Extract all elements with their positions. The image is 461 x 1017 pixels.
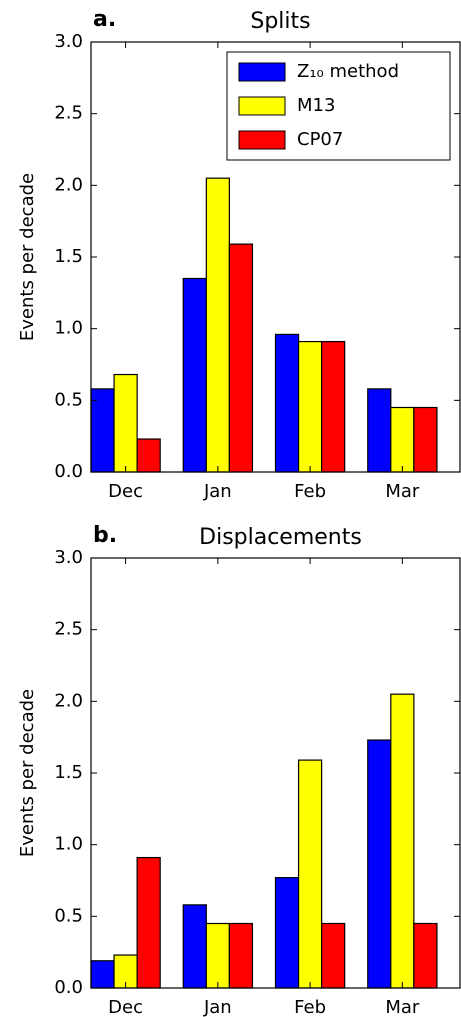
bar bbox=[321, 340, 346, 473]
bar bbox=[90, 388, 115, 473]
y-tick-label: 2.5 bbox=[54, 619, 83, 640]
bar bbox=[413, 406, 438, 473]
y-tick-label: 2.5 bbox=[54, 103, 83, 124]
y-tick-label: 3.0 bbox=[54, 31, 83, 52]
x-tick-label: Feb bbox=[294, 997, 326, 1017]
bar bbox=[228, 922, 254, 989]
legend-label: CP07 bbox=[297, 129, 343, 150]
y-tick-label: 2.0 bbox=[54, 690, 83, 711]
bar bbox=[413, 922, 438, 989]
y-axis-label: Events per decade bbox=[17, 173, 38, 341]
bar bbox=[136, 856, 161, 989]
x-tick-label: Jan bbox=[203, 997, 232, 1017]
legend-label: M13 bbox=[297, 95, 335, 116]
bar bbox=[136, 438, 161, 473]
bar bbox=[297, 340, 323, 473]
bar bbox=[182, 904, 207, 989]
legend-swatch bbox=[238, 62, 286, 82]
axes-frame bbox=[90, 41, 461, 473]
x-tick-label: Jan bbox=[203, 481, 232, 502]
y-tick-label: 0.0 bbox=[54, 977, 83, 998]
y-tick-label: 1.0 bbox=[54, 834, 83, 855]
y-axis-label: Events per decade bbox=[17, 689, 38, 857]
panel-label: b. bbox=[93, 523, 117, 548]
x-tick-label: Feb bbox=[294, 481, 326, 502]
x-tick-label: Mar bbox=[385, 481, 420, 502]
y-tick-label: 1.5 bbox=[54, 246, 83, 267]
chart-title: Splits bbox=[250, 9, 310, 34]
bar bbox=[390, 693, 415, 989]
panel-label: a. bbox=[93, 7, 116, 32]
bar bbox=[390, 406, 415, 473]
bar bbox=[90, 960, 115, 989]
bar bbox=[297, 759, 323, 989]
bar bbox=[205, 177, 230, 473]
x-tick-label: Dec bbox=[108, 481, 143, 502]
y-tick-label: 2.0 bbox=[54, 174, 83, 195]
bar bbox=[274, 333, 300, 473]
chart-title: Displacements bbox=[199, 525, 362, 550]
bar bbox=[182, 277, 207, 473]
legend-label: Z₁₀ method bbox=[297, 61, 399, 82]
bar bbox=[321, 922, 346, 989]
bar bbox=[274, 877, 300, 989]
bar bbox=[113, 373, 138, 473]
y-tick-label: 0.0 bbox=[54, 461, 83, 482]
x-tick-label: Dec bbox=[108, 997, 143, 1017]
legend-swatch bbox=[238, 130, 286, 150]
legend-swatch bbox=[238, 96, 286, 116]
axes-frame bbox=[90, 557, 461, 989]
y-tick-label: 3.0 bbox=[54, 547, 83, 568]
bar bbox=[228, 243, 254, 473]
y-tick-label: 0.5 bbox=[54, 905, 83, 926]
bar bbox=[367, 739, 392, 989]
x-tick-label: Mar bbox=[385, 997, 420, 1017]
y-tick-label: 0.5 bbox=[54, 389, 83, 410]
bar bbox=[205, 922, 230, 989]
y-tick-label: 1.0 bbox=[54, 318, 83, 339]
bar bbox=[367, 388, 392, 473]
y-tick-label: 1.5 bbox=[54, 762, 83, 783]
